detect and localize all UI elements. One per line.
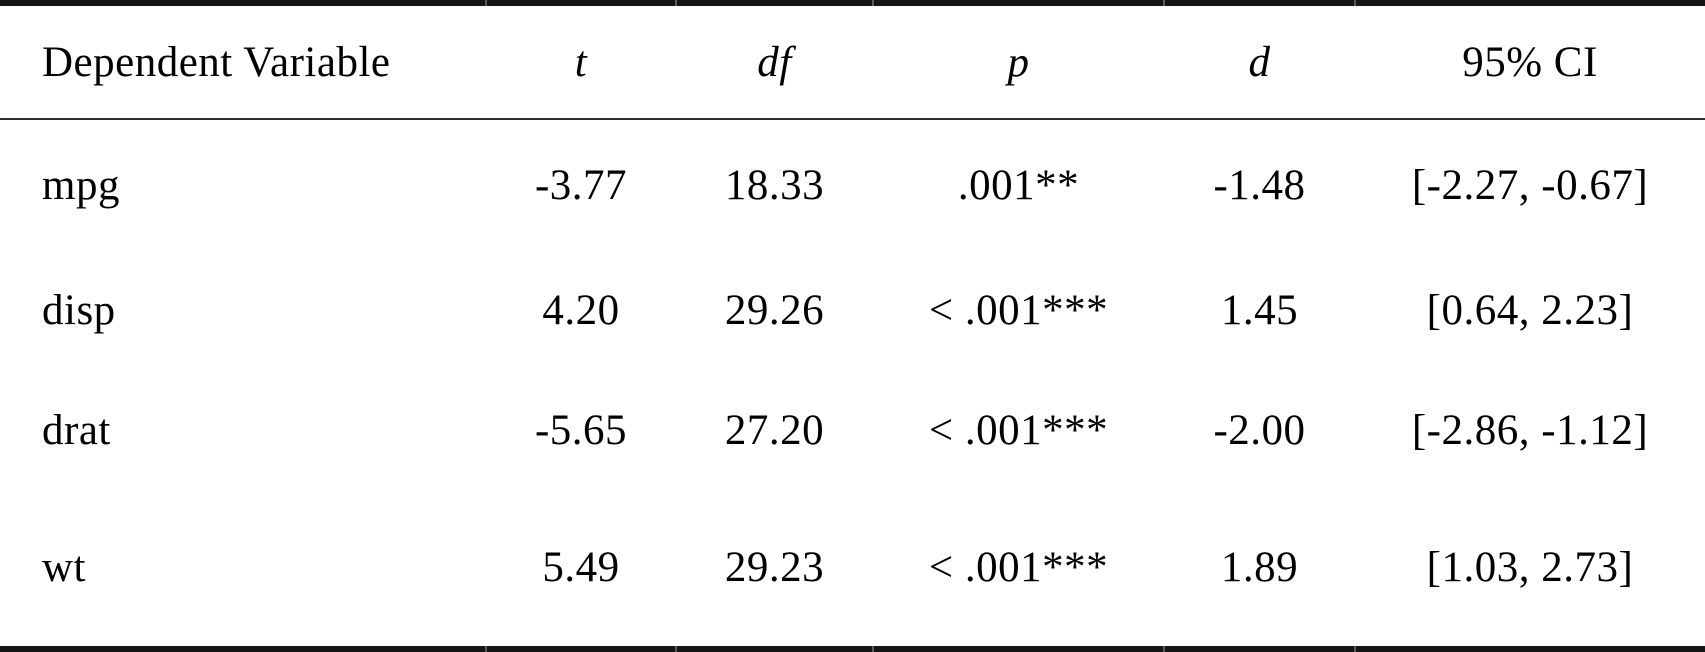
column-header-d: d: [1248, 38, 1271, 86]
dependent-variable-cell: mpg: [42, 161, 120, 209]
p-value-cell: < .001***: [928, 286, 1109, 334]
t-value-cell: -3.77: [534, 161, 628, 209]
column-separator-notch: [485, 0, 487, 6]
d-value-cell: 1.45: [1220, 286, 1299, 334]
table-row-drat: drat -5.65 27.20 < .001*** -2.00 [-2.86,…: [0, 370, 1705, 490]
column-separator-notch: [1163, 646, 1165, 652]
ci-value-cell: [1.03, 2.73]: [1426, 544, 1634, 591]
column-header-df: df: [757, 38, 792, 86]
ci-value-cell: [0.64, 2.23]: [1426, 286, 1634, 334]
ci-value-cell: [-2.27, -0.67]: [1411, 161, 1649, 209]
p-value-cell: < .001***: [928, 544, 1109, 591]
t-value-cell: 4.20: [542, 286, 620, 334]
df-value-cell: 18.33: [724, 161, 825, 209]
dependent-variable-cell: wt: [42, 544, 86, 591]
column-separator-notch: [1163, 0, 1165, 6]
d-value-cell: 1.89: [1220, 544, 1299, 591]
df-value-cell: 27.20: [724, 406, 825, 454]
table-row-wt: wt 5.49 29.23 < .001*** 1.89 [1.03, 2.73…: [0, 490, 1705, 645]
d-value-cell: -1.48: [1213, 161, 1306, 209]
column-separator-notch: [872, 0, 874, 6]
column-separator-notch: [675, 0, 677, 6]
df-value-cell: 29.26: [724, 286, 825, 334]
table-row-disp: disp 4.20 29.26 < .001*** 1.45 [0.64, 2.…: [0, 250, 1705, 370]
table-row-mpg: mpg -3.77 18.33 .001** -1.48 [-2.27, -0.…: [0, 120, 1705, 250]
column-separator-notch: [1354, 0, 1356, 6]
column-separator-notch: [675, 646, 677, 652]
p-value-cell: .001**: [957, 161, 1080, 209]
table-header-row: Dependent Variable t df p d 95% CI: [0, 6, 1705, 120]
t-value-cell: -5.65: [534, 406, 628, 454]
dependent-variable-cell: drat: [42, 406, 111, 454]
ci-value-cell: [-2.86, -1.12]: [1411, 406, 1649, 454]
df-value-cell: 29.23: [724, 544, 825, 591]
column-separator-notch: [1354, 646, 1356, 652]
column-separator-notch: [485, 646, 487, 652]
column-header-t: t: [574, 38, 588, 86]
column-header-95ci: 95% CI: [1462, 38, 1598, 86]
dependent-variable-cell: disp: [42, 286, 116, 334]
d-value-cell: -2.00: [1213, 406, 1306, 454]
column-separator-notch: [872, 646, 874, 652]
column-header-dependent-variable: Dependent Variable: [42, 38, 391, 86]
column-header-p: p: [1007, 38, 1030, 86]
p-value-cell: < .001***: [928, 406, 1109, 454]
t-value-cell: 5.49: [542, 544, 620, 591]
